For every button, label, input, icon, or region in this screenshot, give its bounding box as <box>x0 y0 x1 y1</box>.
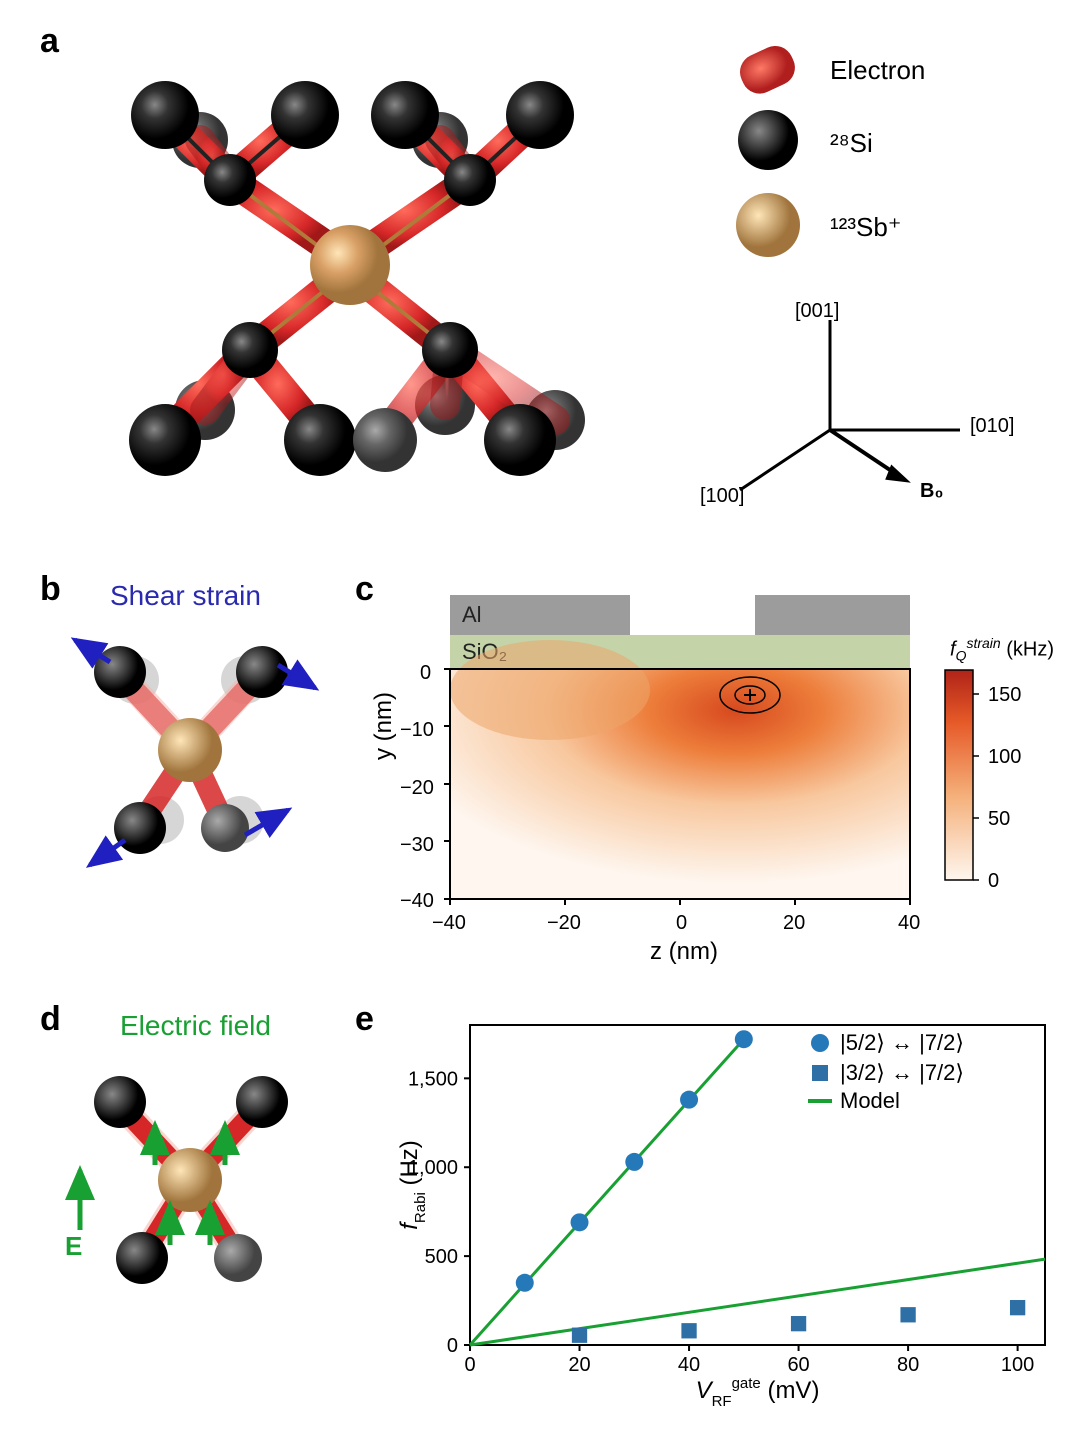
legend-sb123: ¹²³Sb⁺ <box>830 212 902 243</box>
c-ytick-10: −10 <box>400 719 434 742</box>
c-xtick-40: 40 <box>898 912 920 935</box>
svg-text:1,500: 1,500 <box>408 1068 458 1090</box>
svg-text:|5/2⟩ ↔ |7/2⟩: |5/2⟩ ↔ |7/2⟩ <box>840 1030 964 1055</box>
axis-b0: B₀ <box>920 480 943 503</box>
c-cbar-title: fQstrain (kHz) <box>950 635 1054 664</box>
panel-e-label: e <box>355 1000 374 1039</box>
svg-text:fRabi (Hz): fRabi (Hz) <box>396 1140 429 1230</box>
c-cbar-0: 0 <box>988 870 999 893</box>
c-ytick-30: −30 <box>400 834 434 857</box>
c-ylabel: y (nm) <box>370 692 398 760</box>
c-xtick-0: 0 <box>676 912 687 935</box>
panel-d-svg: E <box>40 1040 340 1320</box>
legend-electron: Electron <box>830 55 925 86</box>
c-xtick-n40: −40 <box>432 912 466 935</box>
svg-text:Model: Model <box>840 1088 900 1113</box>
svg-text:E: E <box>65 1231 82 1261</box>
panel-c-svg: Al SiO₂ <box>360 575 1060 935</box>
panel-d-title: Electric field <box>120 1010 271 1042</box>
legend-si28: ²⁸Si <box>830 128 873 159</box>
c-ytick-40: −40 <box>400 890 434 913</box>
svg-text:40: 40 <box>678 1354 700 1376</box>
svg-text:|3/2⟩ ↔ |7/2⟩: |3/2⟩ ↔ |7/2⟩ <box>840 1060 964 1085</box>
c-cbar-50: 50 <box>988 808 1010 831</box>
svg-text:60: 60 <box>787 1354 809 1376</box>
svg-text:80: 80 <box>897 1354 919 1376</box>
c-xtick-n20: −20 <box>547 912 581 935</box>
svg-text:0: 0 <box>447 1335 458 1357</box>
axis-100: [100] <box>700 485 744 508</box>
svg-text:100: 100 <box>1001 1354 1034 1376</box>
svg-text:Al: Al <box>462 602 482 627</box>
c-ytick-20: −20 <box>400 777 434 800</box>
svg-text:0: 0 <box>464 1354 475 1376</box>
svg-text:500: 500 <box>425 1246 458 1268</box>
c-xlabel: z (nm) <box>650 938 718 966</box>
panel-a-axes <box>680 290 1040 510</box>
svg-text:20: 20 <box>568 1354 590 1376</box>
axis-001: [001] <box>795 300 839 323</box>
svg-text:VRFgate (mV): VRFgate (mV) <box>696 1375 820 1410</box>
c-ytick-0: 0 <box>420 662 431 685</box>
panel-b-label: b <box>40 570 61 609</box>
panel-a-svg <box>50 20 650 520</box>
panel-e-chart: 02040608010005001,0001,500VRFgate (mV)fR… <box>395 1010 1055 1410</box>
axis-010: [010] <box>970 415 1014 438</box>
c-cbar-100: 100 <box>988 746 1021 769</box>
c-cbar-150: 150 <box>988 684 1021 707</box>
c-xtick-20: 20 <box>783 912 805 935</box>
panel-b-title: Shear strain <box>110 580 261 612</box>
panel-b-svg <box>40 610 340 890</box>
panel-d-label: d <box>40 1000 61 1039</box>
